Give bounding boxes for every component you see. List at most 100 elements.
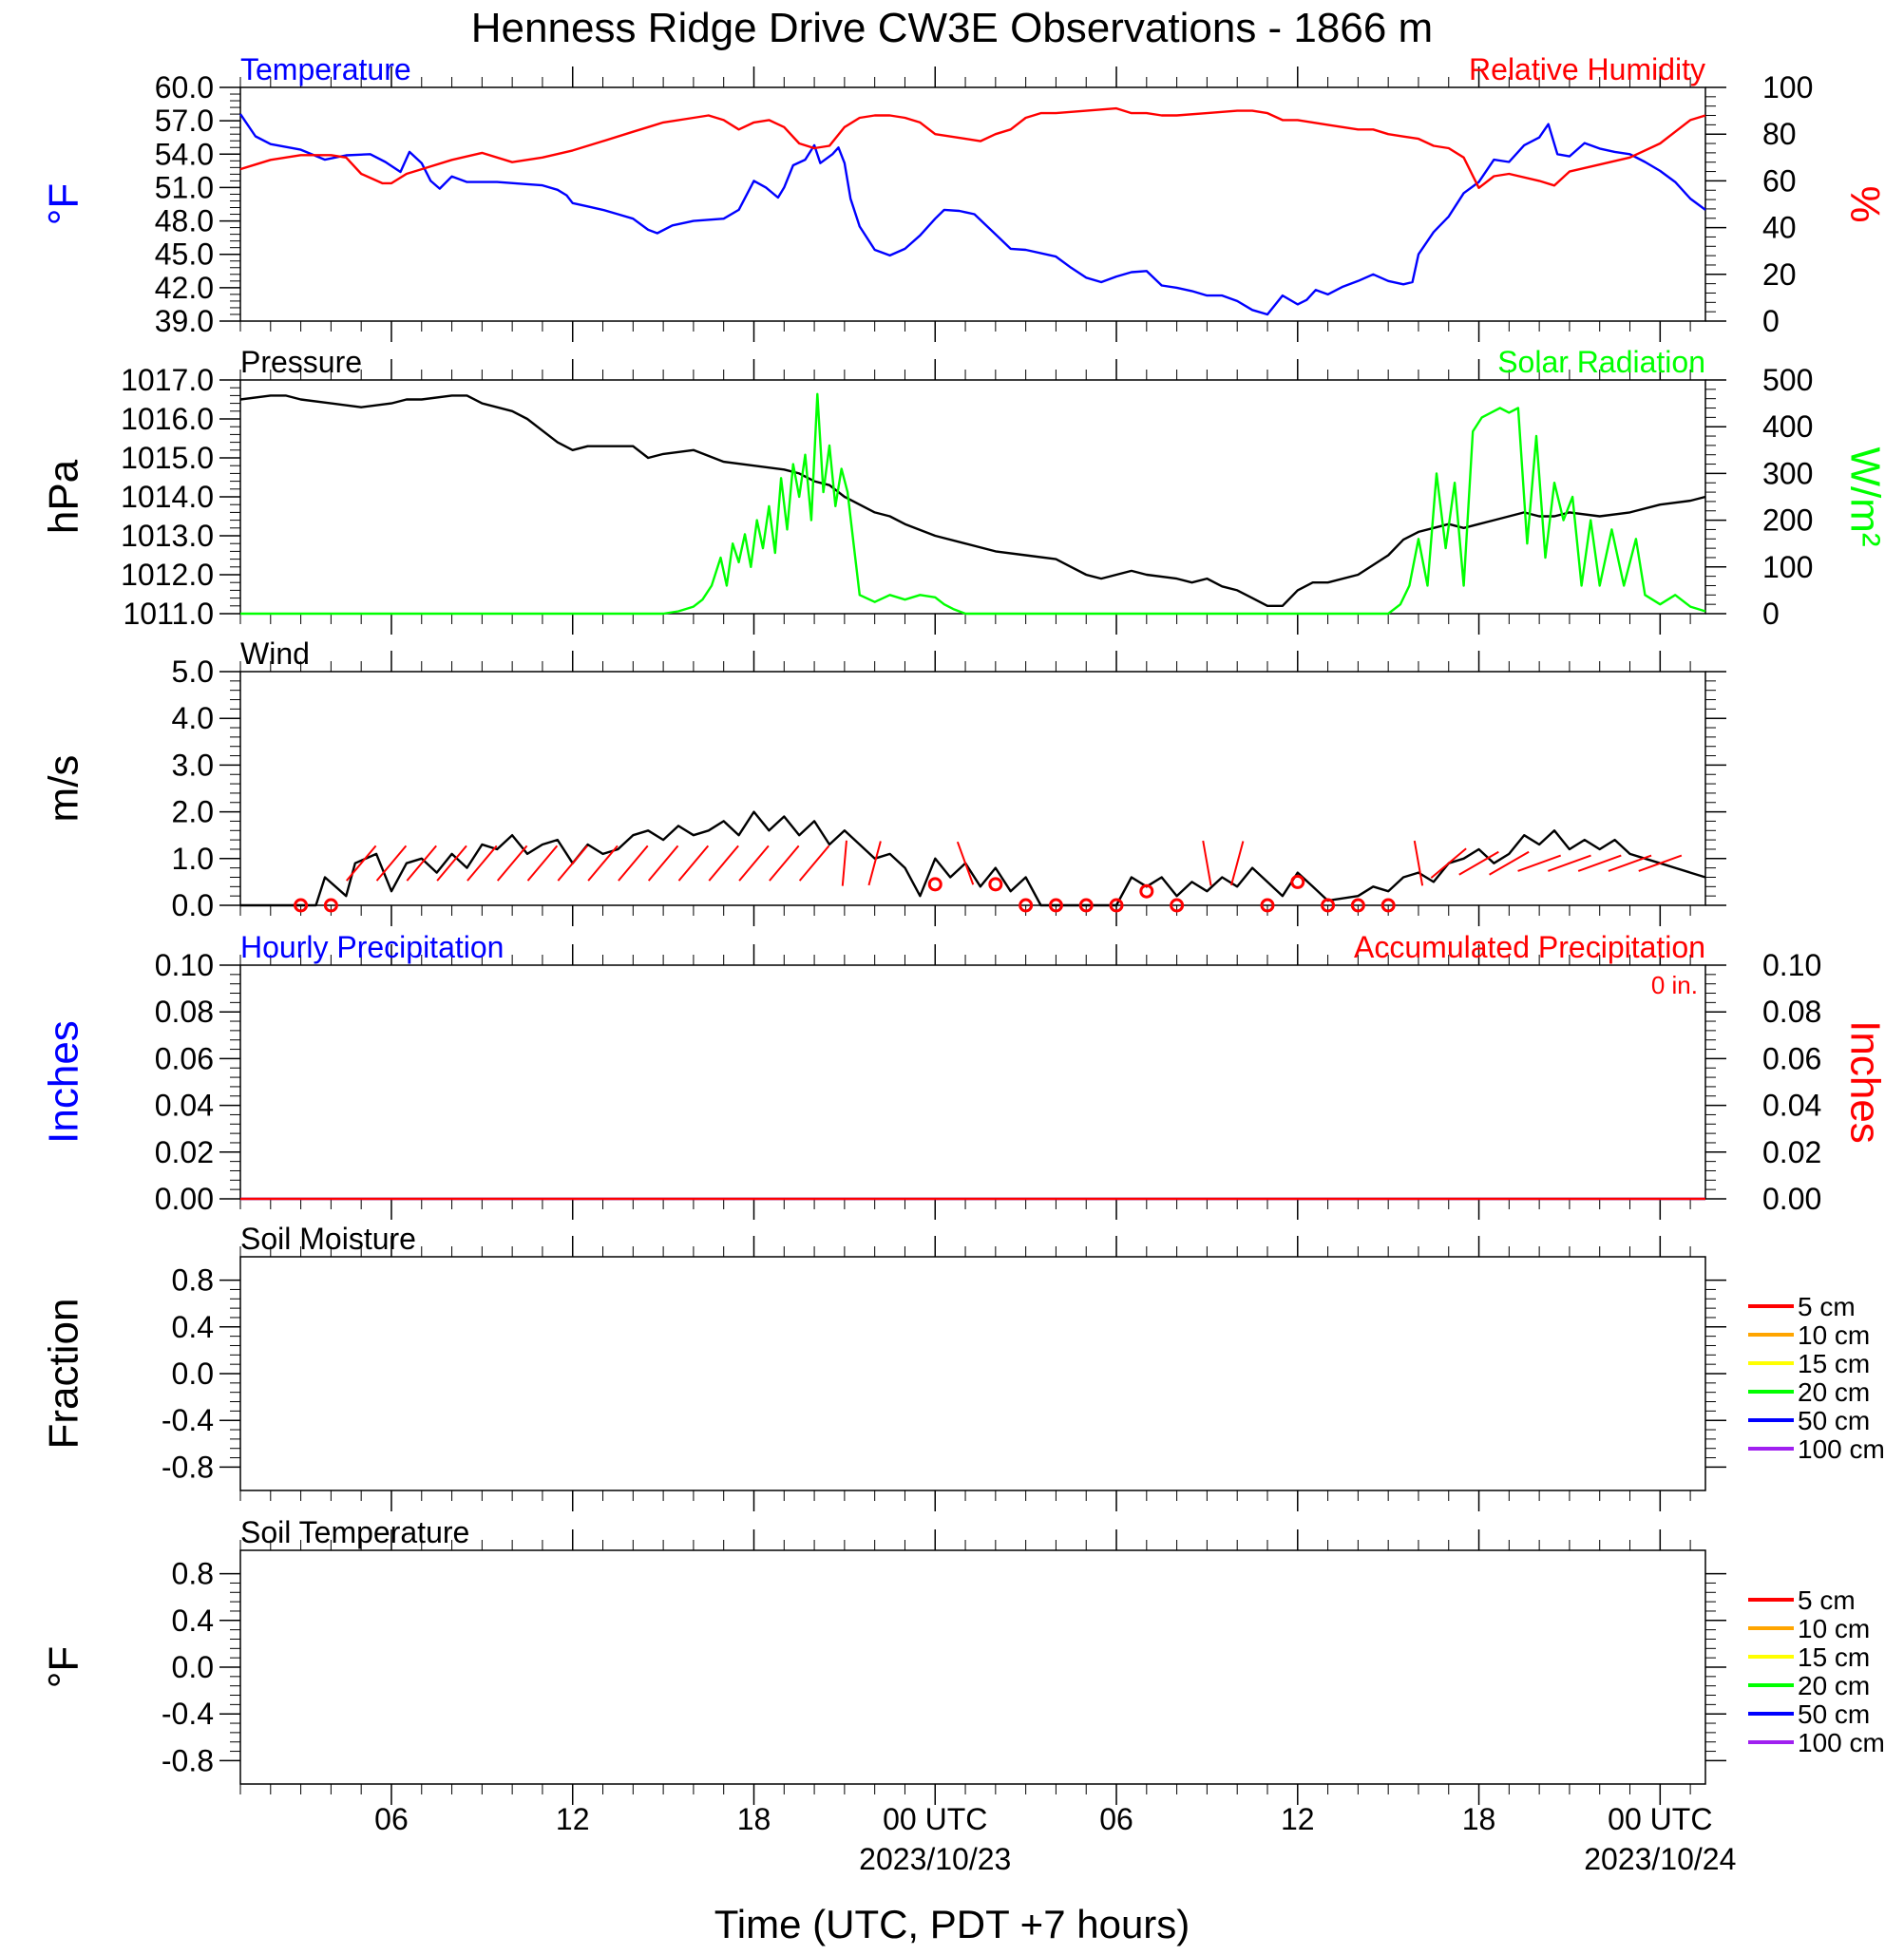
x-tick-label: 18	[1462, 1802, 1496, 1836]
panel-wind: 0.0 1.0 2.0 3.0 4.0 5.0 Wind m/s	[41, 636, 1726, 926]
wind-barb	[1230, 841, 1245, 886]
panel-frame	[239, 86, 1706, 322]
right-tick-label: 0.00	[1762, 1182, 1821, 1216]
x-tick-label: 18	[737, 1802, 771, 1836]
left-tick-label: 39.0	[155, 304, 214, 338]
legend-label: 20 cm	[1798, 1671, 1870, 1700]
wind-barb	[708, 845, 739, 882]
wind-barb	[345, 845, 377, 882]
wind-barb-calm	[1139, 883, 1154, 899]
left-tick-label: 1012.0	[121, 558, 214, 592]
left-tick-label: -0.4	[162, 1697, 214, 1731]
series-solar-radiation	[240, 392, 1706, 616]
left-tick-label: 0.0	[172, 888, 214, 922]
left-y-label: Fraction	[41, 1299, 87, 1450]
legend-label: 5 cm	[1798, 1292, 1856, 1321]
legend-label: 10 cm	[1798, 1320, 1870, 1350]
wind-barb-calm	[1260, 898, 1275, 913]
panel-right-title: Relative Humidity	[1469, 52, 1705, 86]
panel-frame	[239, 1256, 1706, 1491]
left-tick-label: -0.8	[162, 1450, 214, 1484]
time-axis: 06 12 18 00 UTC 2023/10/23 06 12 18 00 UTC 2023/1…	[374, 1802, 1736, 1876]
left-tick-label: 0.8	[172, 1557, 214, 1591]
wind-barb	[526, 845, 559, 882]
wind-barb-calm	[1290, 874, 1305, 889]
wind-barb	[677, 845, 710, 882]
series-relative-humidity	[239, 106, 1706, 189]
wind-barb-calm	[294, 898, 309, 913]
panel-precip: 0.00 0.02 0.04 0.06 0.08 0.10 0.00 0.02 0.04 0.06…	[41, 930, 1888, 1220]
left-tick-label: 1013.0	[121, 519, 214, 553]
wind-barb-calm	[988, 877, 1003, 892]
left-tick-label: 42.0	[155, 271, 214, 305]
x-tick-label: 12	[1281, 1802, 1315, 1836]
right-tick-label: 80	[1762, 117, 1797, 151]
left-y-label: hPa	[41, 459, 87, 534]
panels: 39.042.045.048.051.054.057.060.0 0 20 40 60 8…	[41, 52, 1888, 1805]
right-tick-label: 0	[1762, 304, 1780, 338]
right-tick-label: 0.04	[1762, 1089, 1821, 1123]
x-tick-label: 00 UTC	[1608, 1802, 1712, 1836]
right-tick-label: 300	[1762, 456, 1813, 490]
wind-barb-calm	[1078, 898, 1094, 913]
left-tick-label: 51.0	[155, 170, 214, 204]
wind-barb-calm	[1380, 898, 1396, 913]
right-y-label: W/m²	[1841, 446, 1888, 546]
right-tick-label: 500	[1762, 363, 1813, 397]
legend-label: 50 cm	[1798, 1406, 1870, 1435]
wind-barb-calm	[1350, 898, 1365, 913]
panel-soil_moisture: -0.8 -0.4 0.0 0.4 0.8 Soil Moisture Fraction 5 …	[41, 1222, 1885, 1511]
panel-left-title: Hourly Precipitation	[240, 930, 504, 964]
right-tick-label: 100	[1762, 70, 1813, 104]
panel-right-title: Accumulated Precipitation	[1354, 930, 1705, 964]
left-tick-label: 1017.0	[121, 363, 214, 397]
x-axis-label: Time (UTC, PDT +7 hours)	[714, 1902, 1190, 1946]
left-tick-label: 1016.0	[121, 402, 214, 436]
x-tick-date: 2023/10/23	[859, 1842, 1011, 1876]
right-tick-label: 0.10	[1762, 948, 1821, 982]
left-tick-label: 0.0	[172, 1650, 214, 1684]
panel-temp_rh: 39.042.045.048.051.054.057.060.0 0 20 40 60 8…	[41, 52, 1888, 342]
wind-barb	[466, 845, 498, 882]
wind-barb	[406, 845, 437, 882]
left-tick-label: 60.0	[155, 70, 214, 104]
wind-barb-calm	[1048, 898, 1063, 913]
right-y-label: Inches	[1841, 1020, 1888, 1144]
wind-barb	[798, 845, 830, 882]
panel-left-title: Pressure	[240, 345, 362, 379]
left-tick-label: 0.06	[155, 1041, 214, 1075]
wind-barb	[375, 845, 408, 882]
left-tick-label: 4.0	[172, 701, 214, 735]
wind-barb-calm	[1321, 898, 1336, 913]
right-tick-label: 20	[1762, 257, 1797, 292]
left-tick-label: 2.0	[172, 795, 214, 829]
left-tick-label: 0.10	[155, 948, 214, 982]
series-pressure	[239, 394, 1706, 607]
panel-left-title: Soil Moisture	[240, 1222, 416, 1256]
panel-left-title: Temperature	[240, 52, 411, 86]
x-tick-label: 12	[556, 1802, 590, 1836]
wind-barb-calm	[323, 898, 338, 913]
wind-barb-calm	[1109, 898, 1124, 913]
left-tick-label: 0.4	[172, 1310, 214, 1344]
wind-barb	[496, 845, 528, 882]
wind-barb	[1577, 854, 1622, 872]
wind-barb-calm	[1019, 898, 1034, 913]
wind-barb	[587, 845, 619, 882]
legend-label: 15 cm	[1798, 1349, 1870, 1378]
wind-barb	[557, 845, 588, 882]
x-tick-label: 06	[374, 1802, 409, 1836]
left-tick-label: 45.0	[155, 237, 214, 272]
wind-barb	[1638, 854, 1683, 872]
left-tick-label: 1014.0	[121, 480, 214, 514]
right-tick-label: 100	[1762, 550, 1813, 584]
right-tick-label: 0	[1762, 597, 1780, 631]
left-y-label: °F	[41, 183, 87, 225]
left-y-label: Inches	[41, 1020, 87, 1144]
chart-title: Henness Ridge Drive CW3E Observations - …	[471, 5, 1433, 51]
left-y-label: °F	[41, 1646, 87, 1688]
wind-barb	[618, 845, 649, 882]
wind-barb	[1202, 840, 1212, 886]
panel-left-title: Soil Temperature	[240, 1515, 469, 1549]
